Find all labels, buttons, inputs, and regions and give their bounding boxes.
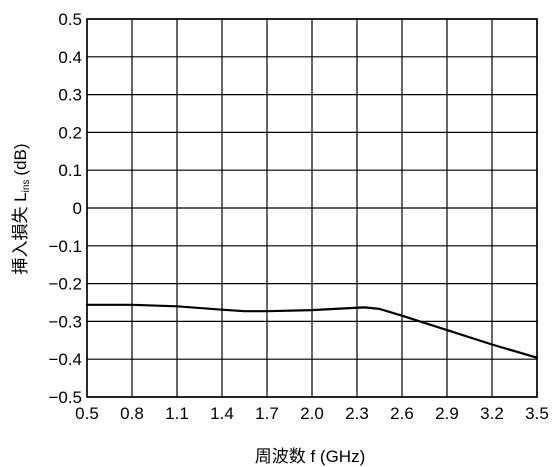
y-tick-label: 0 bbox=[73, 199, 82, 218]
y-tick-labels: 0.5 0.4 0.3 0.2 0.1 0 −0.1 −0.2 −0.3 −0.4 −0.5 bbox=[48, 10, 82, 407]
grid bbox=[86, 18, 538, 398]
y-tick-label: −0.1 bbox=[48, 237, 82, 256]
x-tick-label: 0.8 bbox=[120, 404, 144, 423]
x-tick-label: 2.6 bbox=[390, 404, 414, 423]
x-tick-label: 3.5 bbox=[525, 404, 549, 423]
x-tick-label: 0.5 bbox=[75, 404, 99, 423]
y-axis-label-main: 挿入損失 L bbox=[11, 192, 30, 274]
x-tick-label: 1.4 bbox=[210, 404, 234, 423]
x-tick-label: 1.1 bbox=[165, 404, 189, 423]
y-tick-label: 0.5 bbox=[58, 10, 82, 29]
y-tick-label: −0.3 bbox=[48, 312, 82, 331]
y-axis-label-unit: (dB) bbox=[11, 143, 30, 175]
x-tick-label: 2.9 bbox=[435, 404, 459, 423]
y-axis-label-subscript: ins bbox=[21, 180, 32, 193]
x-tick-label: 3.2 bbox=[480, 404, 504, 423]
x-axis-label: 周波数 f (GHz) bbox=[255, 447, 366, 466]
y-tick-label: −0.2 bbox=[48, 275, 82, 294]
series-group bbox=[85, 303, 539, 359]
y-tick-label: 0.2 bbox=[58, 123, 82, 142]
y-axis-label: 挿入損失 Lins (dB) bbox=[11, 143, 32, 274]
y-tick-label: −0.5 bbox=[48, 388, 82, 407]
x-tick-label: 2.3 bbox=[345, 404, 369, 423]
y-tick-label: 0.1 bbox=[58, 161, 82, 180]
x-tick-label: 2.0 bbox=[300, 404, 324, 423]
plot-frame bbox=[86, 18, 538, 398]
series-line bbox=[85, 303, 539, 359]
y-tick-label: −0.4 bbox=[48, 350, 82, 369]
y-tick-label: 0.3 bbox=[58, 86, 82, 105]
y-tick-label: 0.4 bbox=[58, 48, 82, 67]
x-tick-labels: 0.5 0.8 1.1 1.4 1.7 2.0 2.3 2.6 2.9 3.2 3.5 bbox=[75, 404, 549, 423]
x-tick-label: 1.7 bbox=[255, 404, 279, 423]
